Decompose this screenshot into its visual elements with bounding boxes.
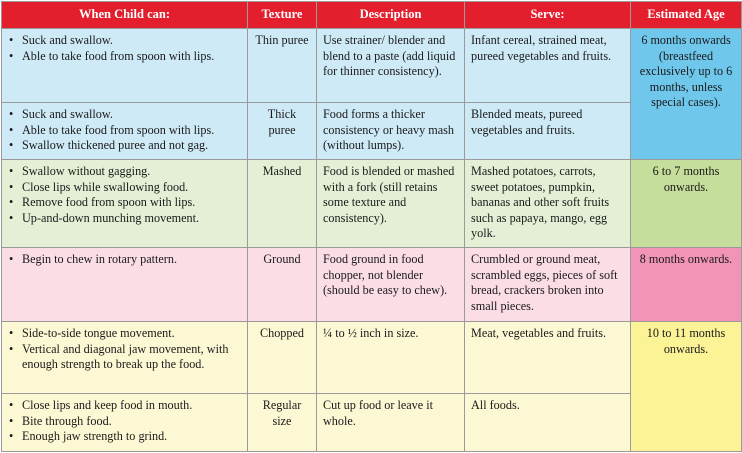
serve-cell: Blended meats, pureed vegetables and fru…	[464, 102, 631, 160]
serve-cell: Infant cereal, strained meat, pureed veg…	[464, 28, 631, 103]
age-cell: 6 months onwards (breastfeed exclusively…	[630, 28, 742, 160]
texture-cell: Chopped	[247, 321, 317, 394]
ability-item: Side-to-side tongue movement.	[9, 326, 241, 342]
header-when-child-can: When Child can:	[1, 1, 248, 29]
header-texture: Texture	[247, 1, 317, 29]
header-estimated-age: Estimated Age	[630, 1, 742, 29]
header-description: Description	[316, 1, 465, 29]
serve-cell: Meat, vegetables and fruits.	[464, 321, 631, 394]
ability-item: Able to take food from spoon with lips.	[9, 123, 241, 139]
ability-item: Swallow thickened puree and not gag.	[9, 138, 241, 154]
table-row: Swallow without gagging. Close lips whil…	[1, 159, 742, 248]
ability-item: Begin to chew in rotary pattern.	[9, 252, 241, 268]
ability-item: Suck and swallow.	[9, 107, 241, 123]
age-cell: 10 to 11 months onwards.	[630, 321, 742, 452]
serve-cell: All foods.	[464, 393, 631, 452]
description-cell: Cut up food or leave it whole.	[316, 393, 465, 452]
table-row: Begin to chew in rotary pattern. Ground …	[1, 247, 742, 322]
ability-item: Remove food from spoon with lips.	[9, 195, 241, 211]
table-row: Side-to-side tongue movement. Vertical a…	[1, 321, 742, 452]
description-cell: Food ground in food chopper, not blender…	[316, 247, 465, 322]
ability-item: Close lips while swallowing food.	[9, 180, 241, 196]
texture-cell: Regular size	[247, 393, 317, 452]
table-row: Close lips and keep food in mouth. Bite …	[1, 393, 742, 452]
texture-cell: Mashed	[247, 159, 317, 248]
texture-cell: Thick puree	[247, 102, 317, 160]
table-row: Suck and swallow. Able to take food from…	[1, 28, 742, 160]
age-cell: 6 to 7 months onwards.	[630, 159, 742, 248]
texture-cell: Thin puree	[247, 28, 317, 103]
abilities-cell: Suck and swallow. Able to take food from…	[1, 102, 248, 160]
abilities-cell: Close lips and keep food in mouth. Bite …	[1, 393, 248, 452]
serve-cell: Mashed potatoes, carrots, sweet potatoes…	[464, 159, 631, 248]
ability-item: Up-and-down munching movement.	[9, 211, 241, 227]
age-cell: 8 months onwards.	[630, 247, 742, 322]
ability-item: Vertical and diagonal jaw movement, with…	[9, 342, 241, 373]
ability-item: Bite through food.	[9, 414, 241, 430]
header-row: When Child can: Texture Description Serv…	[1, 1, 742, 29]
abilities-cell: Swallow without gagging. Close lips whil…	[1, 159, 248, 248]
ability-item: Swallow without gagging.	[9, 164, 241, 180]
header-serve: Serve:	[464, 1, 631, 29]
description-cell: Food forms a thicker consistency or heav…	[316, 102, 465, 160]
ability-item: Suck and swallow.	[9, 33, 241, 49]
ability-item: Close lips and keep food in mouth.	[9, 398, 241, 414]
table-row: Suck and swallow. Able to take food from…	[1, 102, 742, 160]
texture-cell: Ground	[247, 247, 317, 322]
serve-cell: Crumbled or ground meat, scrambled eggs,…	[464, 247, 631, 322]
abilities-cell: Begin to chew in rotary pattern.	[1, 247, 248, 322]
ability-item: Able to take food from spoon with lips.	[9, 49, 241, 65]
abilities-cell: Suck and swallow. Able to take food from…	[1, 28, 248, 103]
description-cell: Use strainer/ blender and blend to a pas…	[316, 28, 465, 103]
description-cell: Food is blended or mashed with a fork (s…	[316, 159, 465, 248]
ability-item: Enough jaw strength to grind.	[9, 429, 241, 445]
abilities-cell: Side-to-side tongue movement. Vertical a…	[1, 321, 248, 394]
description-cell: ¼ to ½ inch in size.	[316, 321, 465, 394]
